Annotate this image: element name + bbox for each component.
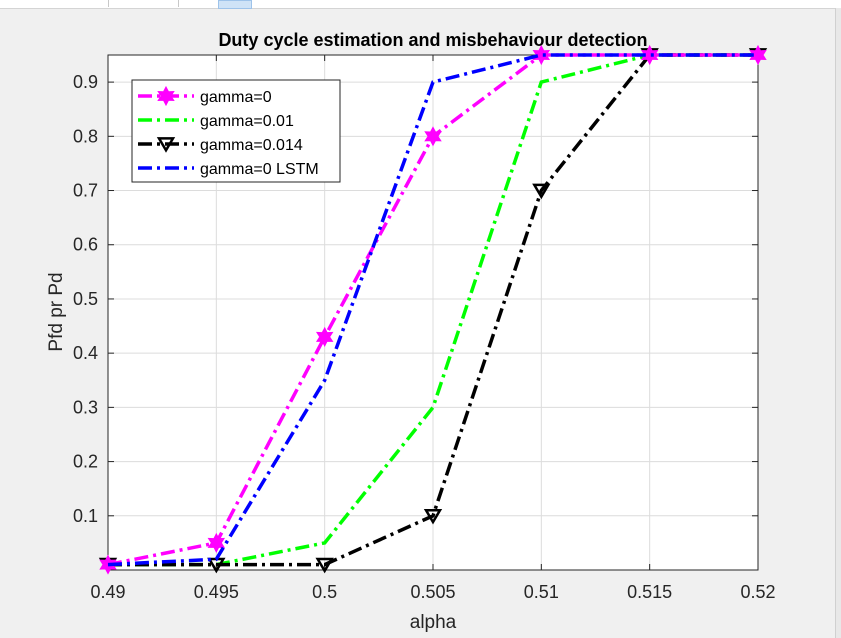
legend-label: gamma=0.01 <box>200 113 294 130</box>
x-tick-label: 0.52 <box>740 582 775 602</box>
data-point-marker <box>423 508 443 525</box>
y-tick-label: 0.7 <box>73 181 98 201</box>
toolbar-selected-segment[interactable] <box>218 0 252 9</box>
y-tick-label: 0.6 <box>73 235 98 255</box>
data-point-marker <box>749 44 767 66</box>
legend-label: gamma=0 LSTM <box>200 161 319 178</box>
y-tick-label: 0.8 <box>73 126 98 146</box>
series-line <box>108 53 758 567</box>
legend-entry[interactable]: gamma=0.01 <box>138 113 294 130</box>
y-tick-label: 0.4 <box>73 343 98 363</box>
axis-ticks: 0.49 0.495 0.5 0.505 0.51 0.515 0.52 0.1 0.2 0.3 0… <box>73 55 776 602</box>
x-tick-label: 0.505 <box>410 582 455 602</box>
x-tick-label: 0.49 <box>90 582 125 602</box>
toolbar-segment <box>0 0 109 7</box>
y-tick-label: 0.2 <box>73 452 98 472</box>
y-axis-label: Pfd pr Pd <box>46 272 67 351</box>
data-point-marker <box>315 557 334 574</box>
data-point-marker <box>315 326 334 347</box>
x-tick-label: 0.51 <box>524 582 559 602</box>
window-right-edge <box>835 8 841 638</box>
data-point-marker <box>532 44 551 66</box>
legend-entry[interactable]: gamma=0 LSTM <box>138 161 319 178</box>
legend-entry[interactable]: gamma=0 <box>138 85 272 107</box>
legend-label: gamma=0 <box>200 89 272 106</box>
toolbar-segment <box>140 0 179 7</box>
series-layer <box>98 44 768 575</box>
window-top-strip <box>0 0 841 9</box>
legend-label: gamma=0.014 <box>200 137 303 154</box>
y-tick-label: 0.3 <box>73 397 98 417</box>
x-tick-label: 0.5 <box>312 582 337 602</box>
data-point-marker <box>640 44 659 66</box>
legend-entry[interactable]: gamma=0.014 <box>138 137 303 154</box>
legend-marker <box>157 85 175 107</box>
x-axis-label: alpha <box>410 612 457 633</box>
data-point-marker <box>207 532 226 553</box>
series-gamma-0-lstm <box>107 53 758 567</box>
y-tick-label: 0.5 <box>73 289 98 309</box>
legend-marker <box>156 137 176 153</box>
x-tick-label: 0.515 <box>627 582 672 602</box>
series-line <box>107 53 758 567</box>
data-point-marker <box>424 126 442 147</box>
data-point-marker <box>532 183 551 200</box>
legend[interactable]: gamma=0 gamma=0.01 gamma=0.014 gamma=0 LSTM <box>131 79 341 183</box>
y-tick-label: 0.9 <box>73 72 98 92</box>
y-tick-label: 0.1 <box>73 506 98 526</box>
chart-title: Duty cycle estimation and misbehaviour d… <box>218 30 647 50</box>
x-tick-label: 0.495 <box>194 582 239 602</box>
